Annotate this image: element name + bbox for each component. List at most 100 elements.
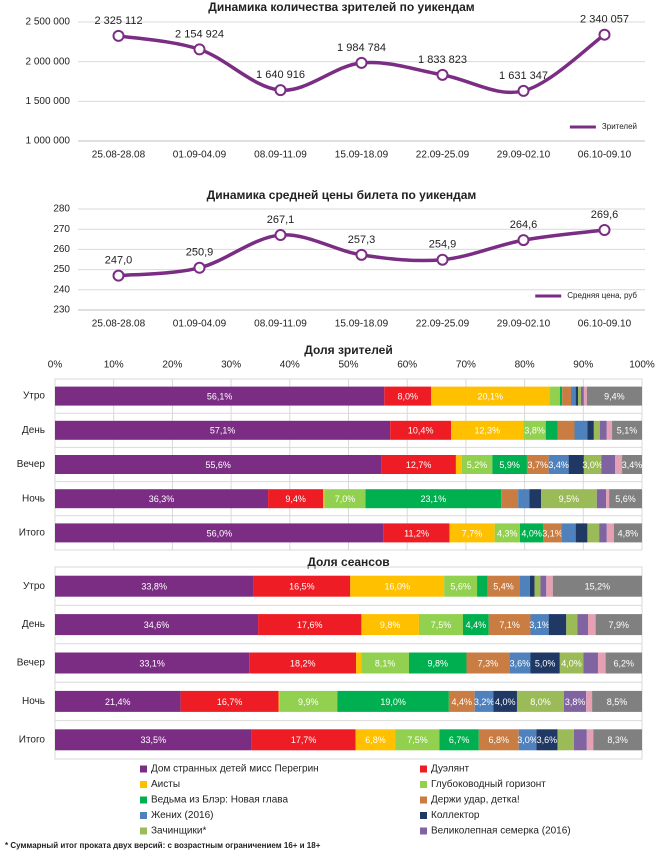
- legend-label: Коллектор: [431, 810, 480, 821]
- bar-segment: [563, 690, 587, 712]
- point: [112, 269, 125, 282]
- point: [193, 43, 206, 56]
- bar-segment: [494, 523, 520, 543]
- bar-segment: [593, 729, 642, 751]
- value-label: 1 984 784: [337, 42, 386, 54]
- x-tick-label: 50%: [338, 360, 358, 371]
- legend-label: Дом странных детей мисс Перегрин: [151, 764, 319, 775]
- bar-segment: [546, 575, 553, 597]
- bar-segment: [536, 729, 558, 751]
- segment-label: 3,0%: [517, 735, 538, 745]
- bar-segment: [487, 575, 520, 597]
- bar-segment: [557, 420, 575, 440]
- segment-label: 16,5%: [289, 582, 315, 592]
- segment-label: 3,4%: [548, 460, 569, 470]
- segment-label: 9,4%: [285, 494, 306, 504]
- segment-label: 19,0%: [380, 697, 406, 707]
- bar-segment: [573, 729, 587, 751]
- segment-label: 5,4%: [493, 582, 514, 592]
- segment-label: 7,9%: [609, 620, 630, 630]
- segment-label: 4,8%: [618, 528, 639, 538]
- bar-segment: [501, 489, 519, 509]
- bar-segment: [251, 729, 356, 751]
- point: [598, 224, 611, 237]
- bar-segment: [557, 729, 574, 751]
- legend-swatch: [420, 781, 427, 788]
- bar-segment: [592, 690, 642, 712]
- x-tick-label: 60%: [397, 360, 417, 371]
- row-label: День: [22, 425, 45, 436]
- bar-segment: [549, 386, 560, 406]
- bar-segment: [534, 575, 541, 597]
- segment-label: 16,0%: [384, 582, 410, 592]
- row-label: День: [22, 619, 45, 630]
- bar-segment: [461, 455, 493, 474]
- bar-segment: [622, 455, 642, 474]
- point: [274, 84, 287, 97]
- value-label: 267,1: [267, 214, 295, 226]
- legend-swatch: [140, 827, 147, 835]
- segment-label: 7,5%: [407, 735, 428, 745]
- point: [355, 56, 368, 69]
- bar-segment: [518, 489, 530, 509]
- bar-segment: [606, 420, 613, 440]
- segment-label: 6,8%: [489, 735, 510, 745]
- segment-label: 9,8%: [380, 620, 401, 630]
- bar-segment: [381, 455, 456, 474]
- segment-label: 17,7%: [291, 735, 317, 745]
- legend-label: Средняя цена, руб: [567, 291, 637, 300]
- bar-segment: [578, 386, 581, 406]
- bar-segment: [493, 690, 517, 712]
- bar-segment: [562, 386, 571, 406]
- chart-title: Доля зрителей: [304, 343, 392, 357]
- value-label: 254,9: [429, 239, 457, 251]
- point: [598, 28, 611, 41]
- bar-segment: [350, 575, 445, 597]
- point: [112, 29, 125, 42]
- x-tick-label: 15.09-18.09: [335, 319, 389, 330]
- legend-swatch: [140, 781, 147, 788]
- value-label: 257,3: [348, 234, 376, 246]
- segment-label: 5,0%: [535, 658, 556, 668]
- segment-label: 3,1%: [542, 528, 563, 538]
- bar-segment: [606, 489, 610, 509]
- segment-label: 6,8%: [365, 735, 386, 745]
- y-tick-label: 280: [53, 204, 70, 215]
- row-label: Ночь: [22, 493, 45, 504]
- segment-label: 5,9%: [499, 460, 520, 470]
- bar-segment: [444, 575, 478, 597]
- bar-segment: [55, 523, 384, 543]
- segment-label: 33,8%: [141, 582, 167, 592]
- segment-label: 33,5%: [141, 735, 167, 745]
- bar-segment: [541, 489, 597, 509]
- segment-label: 4,3%: [497, 528, 518, 538]
- bar-segment: [55, 489, 269, 509]
- segment-label: 9,8%: [427, 658, 448, 668]
- bar-segment: [561, 523, 576, 543]
- bar-segment: [583, 455, 602, 474]
- bar-segment: [492, 455, 527, 474]
- segment-label: 4,0%: [521, 528, 542, 538]
- bar-segment: [337, 690, 449, 712]
- bar-segment: [587, 523, 600, 543]
- bar-segment: [55, 614, 259, 636]
- segment-label: 8,5%: [607, 697, 628, 707]
- segment-label: 33,1%: [139, 658, 165, 668]
- segment-label: 10,4%: [408, 426, 434, 436]
- segment-label: 4,0%: [561, 658, 582, 668]
- segment-label: 55,6%: [205, 460, 231, 470]
- segment-label: 17,6%: [297, 620, 323, 630]
- bar-segment: [601, 455, 615, 474]
- bar-segment: [577, 614, 588, 636]
- bar-segment: [478, 729, 519, 751]
- segment-label: 9,4%: [604, 391, 625, 401]
- bar-segment: [543, 523, 562, 543]
- value-label: 264,6: [510, 219, 538, 231]
- x-tick-label: 01.09-04.09: [173, 150, 227, 161]
- bar-segment: [566, 614, 578, 636]
- point: [517, 234, 530, 247]
- bar-segment: [559, 386, 563, 406]
- bar-segment: [575, 386, 579, 406]
- segment-label: 57,1%: [210, 426, 236, 436]
